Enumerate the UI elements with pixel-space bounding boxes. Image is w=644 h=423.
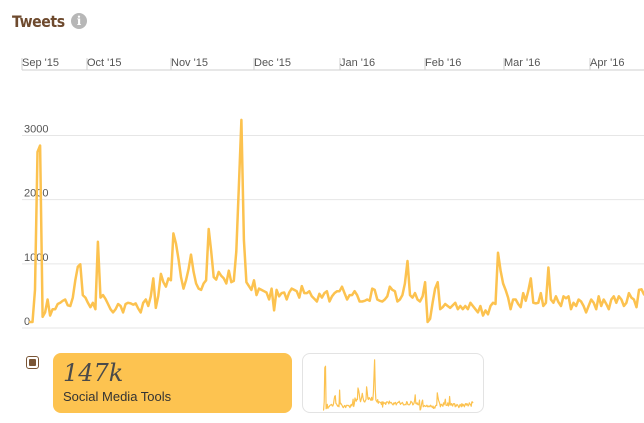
series-toggle-checkbox[interactable]	[26, 356, 39, 369]
x-tick-label: Mar '16	[504, 57, 540, 69]
x-tick-label: Oct '15	[87, 57, 122, 69]
checkbox-check-icon	[29, 359, 36, 366]
overview-sparkline	[323, 359, 474, 411]
tweets-series-line	[28, 118, 644, 324]
chart-header: Tweets	[12, 9, 72, 33]
x-tick-label: Nov '15	[171, 57, 208, 69]
x-tick-label: Jan '16	[340, 57, 375, 69]
overview-series-line	[323, 359, 474, 411]
x-tick-label: Sep '15	[22, 57, 59, 69]
info-icon[interactable]: i	[71, 13, 87, 29]
summary-value: 147k	[63, 359, 124, 387]
x-tick-label: Feb '16	[425, 57, 461, 69]
y-tick-label: 3000	[24, 124, 48, 136]
overview-navigator[interactable]	[302, 353, 484, 413]
summary-label: Social Media Tools	[63, 389, 172, 404]
x-tick-label: Apr '16	[590, 57, 625, 69]
chart-title: Tweets	[12, 11, 65, 31]
x-tick-label: Dec '15	[254, 57, 291, 69]
y-tick-label: 0	[24, 316, 30, 328]
summary-card[interactable]: 147k Social Media Tools	[53, 353, 292, 413]
